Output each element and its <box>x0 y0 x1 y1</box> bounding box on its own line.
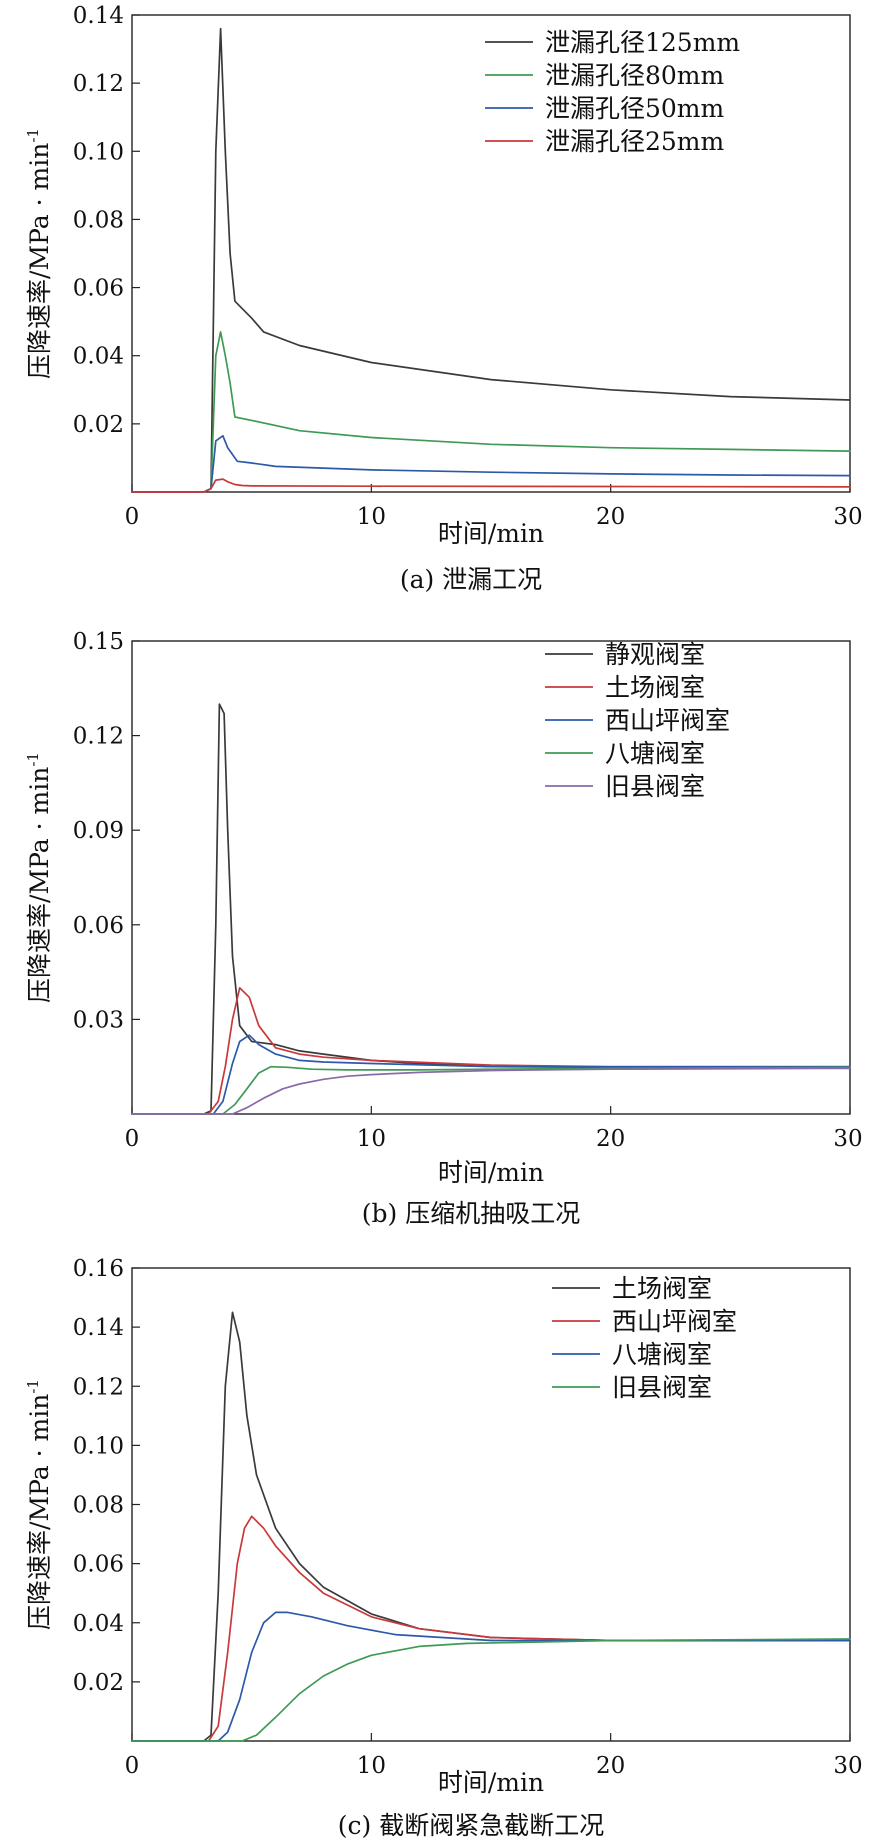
y-axis-label-superscript: -1 <box>24 752 42 767</box>
panel-b-compressor-suction: 0 10 20 30 0.03 0.06 0.09 0.12 0.15 静观阀室土场阀室西山坪阀… <box>24 629 863 1228</box>
y-tick-label: 0.10 <box>73 1433 124 1459</box>
series-group <box>131 27 851 493</box>
x-axis-label: 时间/min <box>438 1158 544 1187</box>
y-axis-label-text: 压降速率/MPa · min <box>25 1394 54 1630</box>
y-tick-label: 0.12 <box>73 724 124 750</box>
legend-label: 土场阀室 <box>605 673 705 702</box>
y-axis-label: 压降速率/MPa · min-1 <box>24 128 54 379</box>
legend-label: 西山坪阀室 <box>612 1307 737 1336</box>
legend-label: 旧县阀室 <box>605 772 705 801</box>
x-axis-label: 时间/min <box>438 519 544 548</box>
y-tick-label: 0.04 <box>73 344 124 370</box>
y-tick-label: 0.09 <box>73 818 124 844</box>
plot-frame <box>131 14 851 493</box>
tick-group: 0 10 20 30 0.03 0.06 0.09 0.12 0.15 <box>73 629 863 1152</box>
series-line <box>131 987 851 1115</box>
x-tick-label: 30 <box>833 1753 862 1779</box>
series-line <box>131 1311 851 1742</box>
x-tick-label: 20 <box>596 1753 625 1779</box>
series-group <box>131 703 851 1115</box>
tick-group: 0 10 20 30 0.02 0.04 0.06 0.08 0.10 0.12 0.14 0.16 <box>73 1256 863 1779</box>
series-line <box>131 1515 851 1742</box>
y-tick-label: 0.12 <box>73 71 124 97</box>
y-tick-label: 0.02 <box>73 412 124 438</box>
y-axis-label-superscript: -1 <box>24 1379 42 1394</box>
y-tick-label: 0.14 <box>73 1315 124 1341</box>
series-line <box>131 1638 851 1742</box>
legend-label: 土场阀室 <box>612 1274 712 1303</box>
series-line <box>131 1611 851 1742</box>
series-line <box>131 331 851 493</box>
legend-label: 泄漏孔径50mm <box>545 94 725 123</box>
legend-label: 西山坪阀室 <box>605 706 730 735</box>
series-line <box>131 1067 851 1115</box>
x-axis-label: 时间/min <box>438 1768 544 1797</box>
y-tick-label: 0.08 <box>73 207 124 233</box>
y-tick-label: 0.15 <box>73 629 124 655</box>
y-tick-label: 0.06 <box>73 913 124 939</box>
y-axis-label-superscript: -1 <box>24 128 42 143</box>
x-tick-label: 20 <box>596 1126 625 1152</box>
y-tick-label: 0.10 <box>73 139 124 165</box>
plot-frame <box>131 640 851 1115</box>
x-tick-label: 30 <box>833 1126 862 1152</box>
y-tick-label: 0.04 <box>73 1611 124 1637</box>
y-tick-label: 0.12 <box>73 1374 124 1400</box>
x-tick-label: 0 <box>125 1126 140 1152</box>
series-line <box>131 1034 851 1115</box>
panel-caption: (b) 压缩机抽吸工况 <box>362 1199 580 1228</box>
x-tick-label: 10 <box>357 1126 386 1152</box>
y-axis-label-text: 压降速率/MPa · min <box>25 143 54 379</box>
tick-group: 0 10 20 30 0.02 0.04 0.06 0.08 0.10 0.12 0.14 <box>73 3 863 530</box>
y-tick-label: 0.08 <box>73 1493 124 1519</box>
series-line <box>131 1065 851 1115</box>
legend: 泄漏孔径125mm 泄漏孔径80mm 泄漏孔径50mm 泄漏孔径25mm <box>485 28 740 156</box>
x-tick-label: 0 <box>125 504 140 530</box>
series-line <box>131 434 851 493</box>
legend-label: 静观阀室 <box>605 640 705 669</box>
y-tick-label: 0.14 <box>73 3 124 29</box>
panel-caption: (a) 泄漏工况 <box>400 565 542 594</box>
x-tick-label: 20 <box>596 504 625 530</box>
y-tick-label: 0.02 <box>73 1670 124 1696</box>
legend-label: 泄漏孔径25mm <box>545 127 725 156</box>
y-axis-label: 压降速率/MPa · min-1 <box>24 752 54 1003</box>
legend-label: 八塘阀室 <box>612 1340 712 1369</box>
legend-label: 泄漏孔径125mm <box>545 28 740 57</box>
y-tick-label: 0.06 <box>73 1552 124 1578</box>
x-tick-label: 10 <box>357 1753 386 1779</box>
series-line <box>131 27 851 493</box>
series-line <box>131 703 851 1115</box>
panel-c-emergency-shutoff: 0 10 20 300.020.040.060.080.100.120.140.16 … <box>24 1256 863 1840</box>
series-group <box>131 1311 851 1742</box>
legend-label: 旧县阀室 <box>612 1373 712 1402</box>
x-tick-label: 0 <box>125 1753 140 1779</box>
panel-caption: (c) 截断阀紧急截断工况 <box>338 1811 604 1840</box>
y-tick-label: 0.16 <box>73 1256 124 1282</box>
legend-label: 八塘阀室 <box>605 739 705 768</box>
x-tick-label: 30 <box>833 504 862 530</box>
y-tick-label: 0.06 <box>73 276 124 302</box>
y-axis-label-text: 压降速率/MPa · min <box>25 767 54 1003</box>
panel-a-leakage: 0 10 20 30 0.02 0.04 0.06 0.08 0.10 0.12 0.14 泄漏孔径… <box>24 3 863 594</box>
x-tick-label: 10 <box>357 504 386 530</box>
y-axis-label: 压降速率/MPa · min-1 <box>24 1379 54 1630</box>
legend-label: 泄漏孔径80mm <box>545 61 725 90</box>
series-line <box>131 478 851 493</box>
y-tick-label: 0.03 <box>73 1007 124 1033</box>
